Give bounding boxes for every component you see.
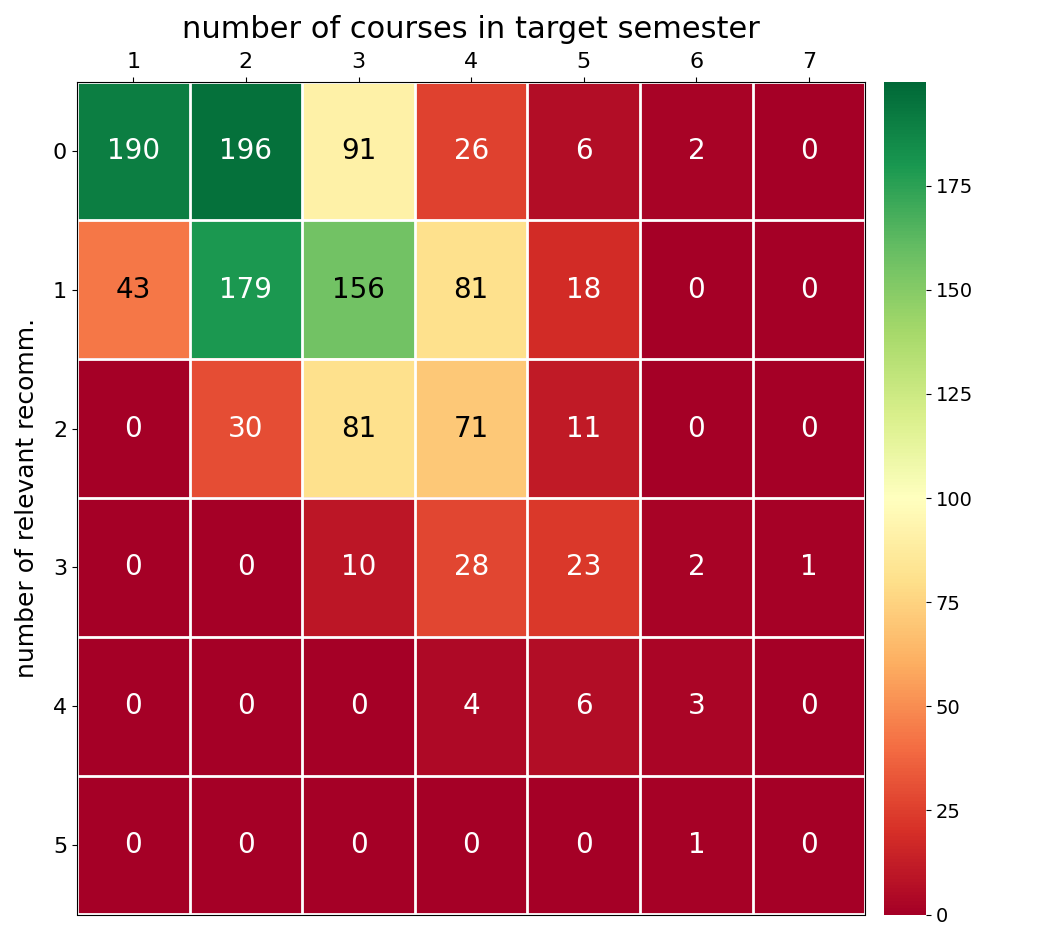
Text: 6: 6	[575, 693, 593, 720]
Text: 43: 43	[116, 276, 151, 304]
Text: 0: 0	[237, 553, 254, 582]
Text: 0: 0	[124, 693, 142, 720]
Text: 71: 71	[453, 415, 489, 442]
Text: 0: 0	[124, 415, 142, 442]
Text: 0: 0	[800, 137, 818, 165]
Text: 0: 0	[575, 831, 593, 859]
Text: 196: 196	[220, 137, 272, 165]
Text: 190: 190	[106, 137, 159, 165]
Text: 0: 0	[124, 831, 142, 859]
Text: 0: 0	[688, 415, 705, 442]
Text: 0: 0	[800, 276, 818, 304]
Text: 0: 0	[237, 831, 254, 859]
Text: 26: 26	[453, 137, 489, 165]
Text: 91: 91	[341, 137, 376, 165]
Text: 6: 6	[575, 137, 593, 165]
Text: 0: 0	[237, 693, 254, 720]
Text: 81: 81	[341, 415, 376, 442]
Text: 0: 0	[800, 831, 818, 859]
Text: 3: 3	[688, 693, 705, 720]
Text: 2: 2	[688, 553, 705, 582]
Text: 1: 1	[800, 553, 818, 582]
Text: 4: 4	[463, 693, 480, 720]
Text: 0: 0	[688, 276, 705, 304]
Y-axis label: number of relevant recomm.: number of relevant recomm.	[15, 318, 39, 678]
X-axis label: number of courses in target semester: number of courses in target semester	[182, 15, 760, 44]
Text: 1: 1	[688, 831, 705, 859]
Text: 30: 30	[228, 415, 264, 442]
Text: 10: 10	[341, 553, 376, 582]
Text: 28: 28	[453, 553, 489, 582]
Text: 0: 0	[350, 831, 368, 859]
Text: 18: 18	[566, 276, 601, 304]
Text: 0: 0	[350, 693, 368, 720]
Text: 156: 156	[332, 276, 384, 304]
Text: 0: 0	[124, 553, 142, 582]
Text: 0: 0	[463, 831, 480, 859]
Text: 179: 179	[220, 276, 272, 304]
Text: 2: 2	[688, 137, 705, 165]
Text: 0: 0	[800, 415, 818, 442]
Text: 81: 81	[453, 276, 489, 304]
Text: 11: 11	[566, 415, 601, 442]
Text: 23: 23	[566, 553, 601, 582]
Text: 0: 0	[800, 693, 818, 720]
